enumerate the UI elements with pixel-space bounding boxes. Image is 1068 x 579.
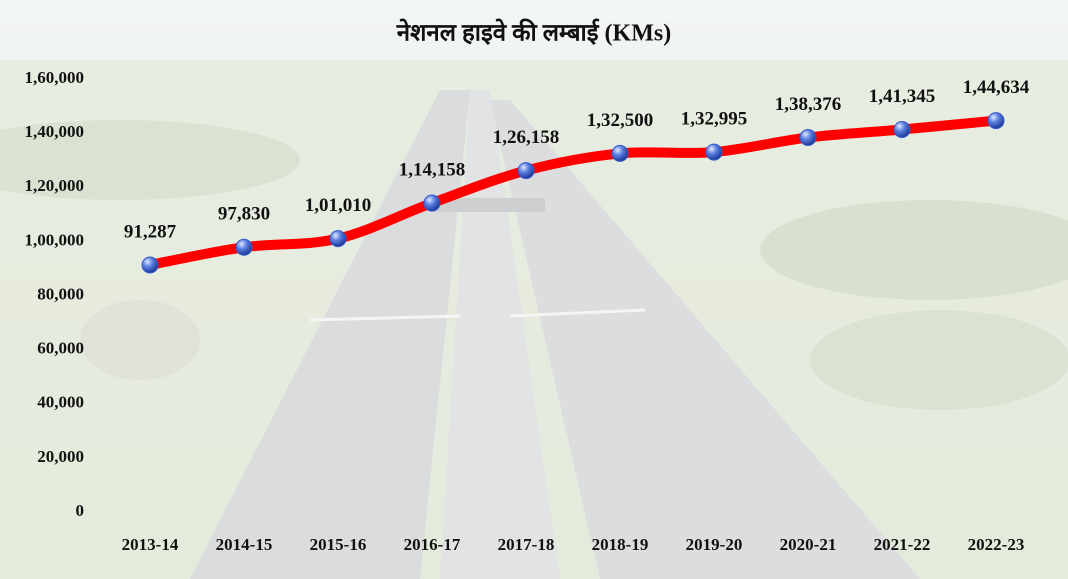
y-tick-label: 1,60,000 [25,68,85,87]
x-tick-label: 2016-17 [404,535,461,554]
x-tick-label: 2020-21 [780,535,837,554]
data-label: 1,32,500 [587,110,654,131]
line-marker [705,143,723,161]
data-label: 91,287 [124,221,177,242]
line-marker [423,194,441,212]
line-marker [235,238,253,256]
line-marker [517,162,535,180]
data-label: 1,41,345 [869,86,936,107]
data-label: 1,38,376 [775,94,842,115]
data-label: 97,830 [218,204,270,225]
y-tick-label: 1,20,000 [25,176,85,195]
x-tick-label: 2021-22 [874,535,931,554]
data-label: 1,26,158 [493,127,560,148]
y-tick-label: 60,000 [37,339,84,358]
line-marker [141,256,159,274]
data-label: 1,32,995 [681,108,748,129]
x-tick-label: 2013-14 [122,535,179,554]
line-series [145,115,1001,270]
data-label: 1,01,010 [305,195,372,216]
data-label: 1,14,158 [399,159,466,180]
y-tick-label: 1,00,000 [25,230,85,249]
x-tick-label: 2017-18 [498,535,555,554]
y-tick-label: 20,000 [37,447,84,466]
line-marker [987,112,1005,130]
y-tick-label: 80,000 [37,284,84,303]
data-label: 1,44,634 [963,77,1030,98]
y-tick-label: 0 [76,501,85,520]
x-tick-label: 2022-23 [968,535,1025,554]
line-marker [611,144,629,162]
x-tick-label: 2019-20 [686,535,743,554]
chart-title: नेशनल हाइवे की लम्बाई (KMs) [396,19,671,47]
x-tick-label: 2015-16 [310,535,367,554]
y-tick-label: 40,000 [37,393,84,412]
x-tick-label: 2018-19 [592,535,649,554]
line-marker [893,120,911,138]
y-tick-label: 1,40,000 [25,122,85,141]
line-marker [799,129,817,147]
x-tick-label: 2014-15 [216,535,273,554]
line-marker [329,230,347,248]
